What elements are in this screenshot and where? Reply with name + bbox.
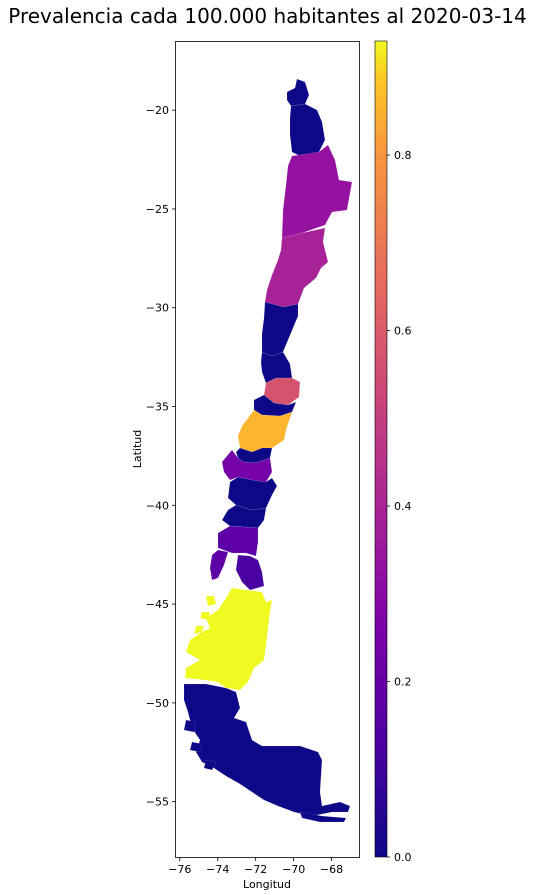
- y-axis-label: Latitud: [131, 430, 144, 469]
- colorbar-tick-label: 0.0: [394, 851, 412, 864]
- plot-area-frame: [175, 41, 360, 858]
- x-tick-label: −74: [206, 863, 229, 876]
- region-atacama: [264, 227, 329, 308]
- y-tick-label: −30: [146, 302, 169, 315]
- x-axis: −76 −74 −72 −70 −68: [168, 857, 343, 876]
- y-tick-label: −20: [146, 104, 169, 117]
- map-regions: [183, 78, 353, 823]
- region-metropolitana: [263, 377, 301, 406]
- chart-title: Prevalencia cada 100.000 habitantes al 2…: [8, 4, 527, 28]
- region-los-lagos-chiloe: [209, 549, 229, 581]
- region-magallanes-islands: [183, 719, 347, 823]
- x-tick-label: −76: [168, 863, 191, 876]
- x-tick-label: −70: [282, 863, 305, 876]
- y-tick-label: −35: [146, 401, 169, 414]
- colorbar-ticks: 0.0 0.2 0.4 0.6 0.8: [387, 149, 412, 864]
- region-aysen: [184, 587, 273, 691]
- region-magallanes: [183, 683, 351, 817]
- region-araucania: [227, 476, 278, 511]
- y-tick-label: −25: [146, 203, 169, 216]
- region-los-lagos-south: [235, 554, 265, 591]
- region-antofagasta: [281, 144, 353, 239]
- region-los-lagos: [217, 525, 259, 557]
- y-tick-label: −55: [146, 796, 169, 809]
- region-maule: [237, 409, 293, 453]
- colorbar-tick-label: 0.8: [394, 149, 412, 162]
- x-tick-label: −72: [244, 863, 267, 876]
- x-axis-label: Longitud: [243, 878, 291, 891]
- y-tick-label: −45: [146, 598, 169, 611]
- y-tick-label: −40: [146, 499, 169, 512]
- colorbar-tick-label: 0.2: [394, 676, 412, 689]
- region-coquimbo: [261, 301, 299, 357]
- colorbar-tick-label: 0.6: [394, 325, 412, 338]
- y-axis: −20 −25 −30 −35 −40 −45 −50 −55: [146, 104, 176, 809]
- colorbar: [374, 40, 388, 858]
- region-tarapaca: [289, 103, 326, 157]
- region-los-rios: [221, 504, 267, 529]
- region-aysen-islands: [193, 595, 217, 635]
- y-tick-label: −50: [146, 697, 169, 710]
- colorbar-tick-label: 0.4: [394, 500, 412, 513]
- region-arica-y-parinacota: [286, 78, 310, 107]
- region-biobio: [221, 449, 273, 483]
- x-tick-label: −68: [320, 863, 343, 876]
